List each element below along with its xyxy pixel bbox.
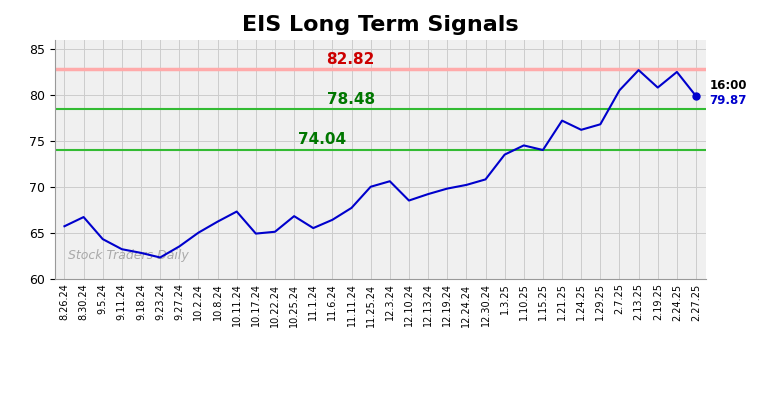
- Text: Stock Traders Daily: Stock Traders Daily: [68, 249, 189, 262]
- Text: 78.48: 78.48: [327, 92, 375, 107]
- Text: 16:00: 16:00: [710, 78, 747, 92]
- Point: [690, 93, 702, 99]
- Title: EIS Long Term Signals: EIS Long Term Signals: [242, 16, 518, 35]
- Text: 79.87: 79.87: [710, 94, 747, 107]
- Text: 82.82: 82.82: [327, 52, 375, 67]
- Text: 74.04: 74.04: [298, 133, 346, 147]
